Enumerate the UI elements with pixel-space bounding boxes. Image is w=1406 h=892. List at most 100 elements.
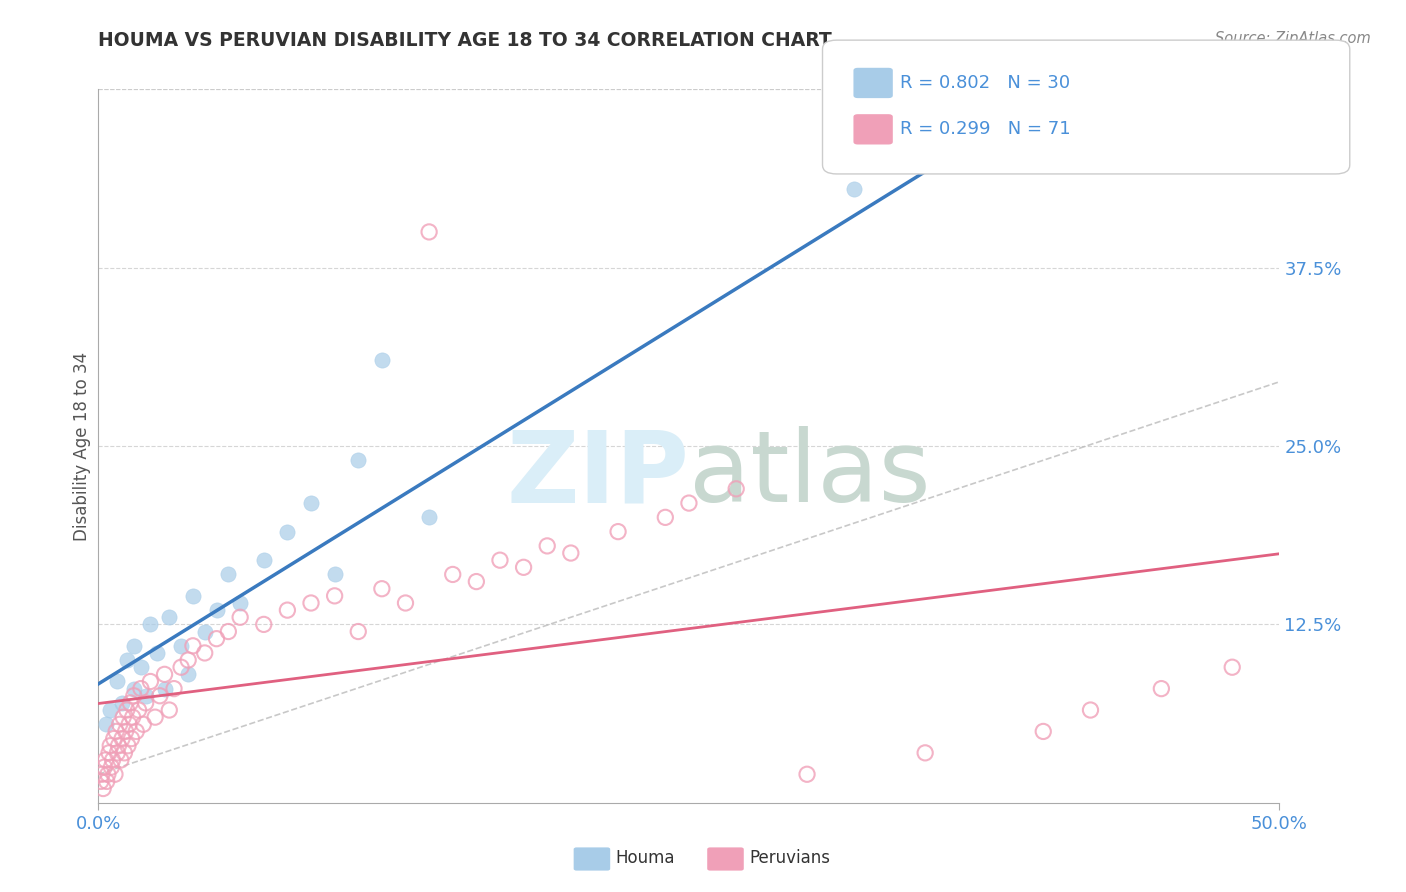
Point [118,717,141,731]
Point [139,617,162,632]
Point [121,710,143,724]
Point [115,653,138,667]
Point [135,696,157,710]
Point [112,746,135,760]
Point [98,746,121,760]
Point [91,781,114,796]
Point [115,703,138,717]
Point [94,717,117,731]
Point [418,225,440,239]
Point [371,353,394,368]
Point [276,524,298,539]
Point [844,182,866,196]
Point [1220,660,1243,674]
Text: ZIP: ZIP [506,426,689,523]
Point [91,767,114,781]
Point [129,660,152,674]
Point [108,717,131,731]
Point [128,703,150,717]
Point [607,524,630,539]
Text: HOUMA VS PERUVIAN DISABILITY AGE 18 TO 34 CORRELATION CHART: HOUMA VS PERUVIAN DISABILITY AGE 18 TO 3… [98,31,832,50]
Point [394,596,416,610]
Point [205,603,228,617]
Point [347,453,370,467]
Point [253,617,276,632]
Point [914,746,936,760]
Point [177,667,200,681]
Point [90,774,112,789]
Point [1080,703,1102,717]
Point [229,610,252,624]
Point [441,567,464,582]
Text: atlas: atlas [689,426,931,523]
Point [143,710,166,724]
Point [157,703,180,717]
Point [725,482,748,496]
Point [139,674,162,689]
Point [984,125,1007,139]
Point [217,567,239,582]
Point [105,746,128,760]
Point [465,574,488,589]
Point [93,760,115,774]
Point [1150,681,1173,696]
Point [111,696,134,710]
Text: Houma: Houma [616,849,675,867]
Point [105,674,128,689]
Point [170,660,193,674]
Y-axis label: Disability Age 18 to 34: Disability Age 18 to 34 [73,351,91,541]
Point [111,731,134,746]
Point [112,710,135,724]
Point [98,739,121,753]
Point [132,717,155,731]
Point [1032,724,1054,739]
Point [371,582,394,596]
Point [122,681,145,696]
Point [181,639,204,653]
Point [205,632,228,646]
Point [217,624,239,639]
Point [117,739,139,753]
Point [110,753,132,767]
Point [347,624,370,639]
Point [100,760,122,774]
Point [323,589,346,603]
Point [323,567,346,582]
Point [796,767,818,781]
Point [418,510,440,524]
Point [129,681,152,696]
Point [654,510,676,524]
Point [512,560,534,574]
Point [194,624,217,639]
Point [103,731,125,746]
Point [94,753,117,767]
Point [121,731,143,746]
Point [135,689,157,703]
Point [122,689,145,703]
Point [1150,82,1173,96]
Point [299,596,322,610]
Point [181,589,204,603]
Point [114,724,136,739]
Point [276,603,298,617]
Point [157,610,180,624]
Point [253,553,276,567]
Point [489,553,512,567]
Point [560,546,582,560]
Point [98,703,121,717]
Text: R = 0.299   N = 71: R = 0.299 N = 71 [900,120,1070,138]
Point [122,639,145,653]
Point [149,689,172,703]
Text: Peruvians: Peruvians [749,849,831,867]
Point [105,724,128,739]
Point [120,696,142,710]
Point [125,724,148,739]
Point [101,753,124,767]
Point [229,596,252,610]
Point [153,667,176,681]
Point [536,539,558,553]
Point [153,681,176,696]
Point [97,767,120,781]
Point [146,646,169,660]
Point [96,774,118,789]
